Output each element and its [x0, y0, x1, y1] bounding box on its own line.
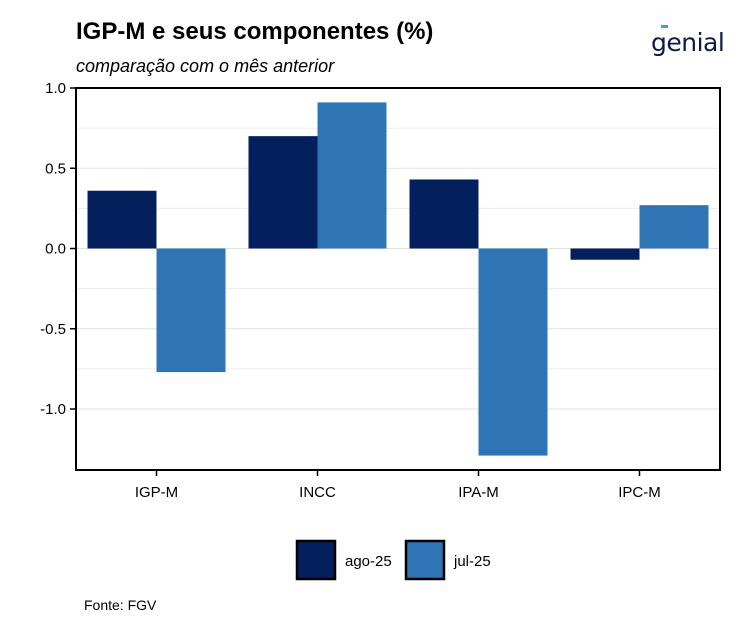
x-tick-label: IPA-M: [458, 484, 499, 501]
legend-swatch-jul-25: [404, 539, 446, 581]
chart-title: IGP-M e seus componentes (%): [76, 18, 434, 45]
y-tick-label: 1.0: [45, 80, 66, 97]
bar-ipc-m-jul-25: [639, 205, 709, 249]
bar-incc-jul-25: [317, 102, 387, 249]
logo-accent-mark: [661, 25, 668, 28]
bar-ipc-m-ago-25: [570, 248, 640, 260]
bar-ipa-m-ago-25: [409, 179, 479, 249]
source-note: Fonte: FGV: [84, 597, 157, 613]
bar-igp-m-jul-25: [156, 248, 226, 373]
y-tick-label: -1.0: [40, 401, 66, 418]
logo-text: genial: [651, 28, 725, 57]
bar-incc-ago-25: [248, 136, 318, 249]
x-tick-label: INCC: [299, 484, 336, 501]
genial-logo: genial: [651, 25, 725, 57]
chart-subtitle: comparação com o mês anterior: [76, 56, 335, 76]
x-tick-label: IPC-M: [618, 484, 661, 501]
bar-ipa-m-jul-25: [478, 248, 548, 456]
legend-label-jul-25: jul-25: [453, 553, 491, 570]
legend-swatch-ago-25: [295, 539, 337, 581]
y-tick-label: 0.0: [45, 241, 66, 258]
legend-label-ago-25: ago-25: [345, 553, 392, 570]
plot-border: [75, 87, 721, 471]
y-tick-label: -0.5: [40, 321, 66, 338]
y-tick-label: 0.5: [45, 160, 66, 177]
bar-igp-m-ago-25: [87, 190, 157, 249]
x-tick-label: IGP-M: [135, 484, 178, 501]
